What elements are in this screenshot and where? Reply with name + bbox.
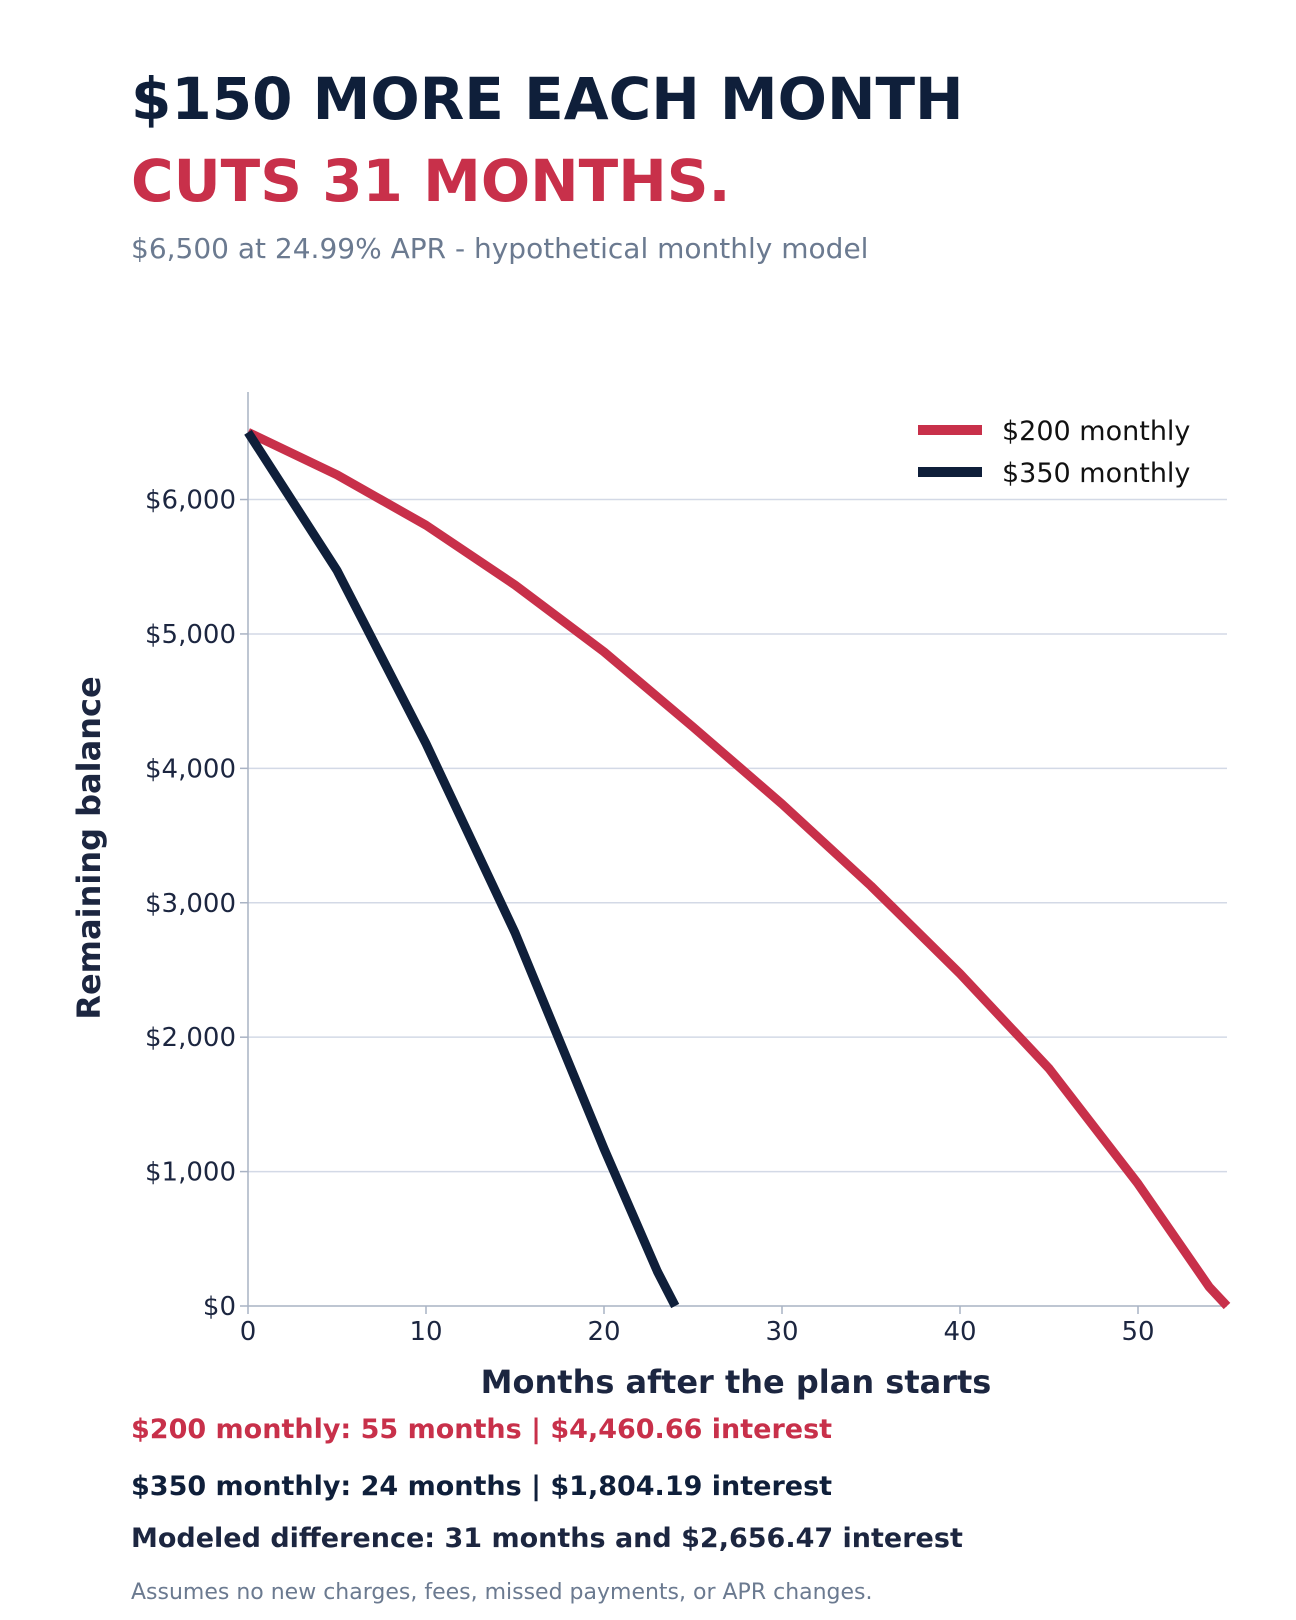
grid-lines bbox=[248, 498, 1227, 1173]
footnote: Assumes no new charges, fees, missed pay… bbox=[131, 1580, 873, 1605]
y-axis-label: Remaining balance bbox=[70, 676, 108, 1019]
summary-350-monthly: $350 monthly: 24 months | $1,804.19 inte… bbox=[131, 1471, 833, 1502]
axis-ticks: $0 $1,000 $2,000 $3,000 $4,000 $5,000 $6,000 0 1… bbox=[145, 486, 1155, 1347]
balance-chart: $0 $1,000 $2,000 $3,000 $4,000 $5,000 $6,000 0 1… bbox=[70, 392, 1231, 1400]
headline-line-2: CUTS 31 MONTHS. bbox=[131, 147, 731, 215]
series-lines bbox=[244, 428, 1231, 1310]
series-line-350-monthly bbox=[244, 429, 680, 1309]
x-tick-label: 10 bbox=[409, 1317, 442, 1347]
x-tick-label: 30 bbox=[765, 1317, 798, 1347]
legend-label-350-monthly: $350 monthly bbox=[1002, 458, 1190, 489]
y-tick-label: $0 bbox=[203, 1292, 236, 1322]
summary-difference: Modeled difference: 31 months and $2,656… bbox=[131, 1523, 963, 1554]
headline-line-1: $150 MORE EACH MONTH bbox=[131, 65, 964, 133]
summary-200-monthly: $200 monthly: 55 months | $4,460.66 inte… bbox=[131, 1414, 833, 1445]
series-line-200-monthly bbox=[246, 428, 1231, 1310]
x-tick-label: 50 bbox=[1121, 1317, 1154, 1347]
x-tick-label: 0 bbox=[240, 1317, 257, 1347]
x-tick-label: 20 bbox=[587, 1317, 620, 1347]
x-tick-label: 40 bbox=[943, 1317, 976, 1347]
y-tick-label: $3,000 bbox=[145, 889, 236, 919]
y-tick-label: $1,000 bbox=[145, 1158, 236, 1188]
x-axis-label: Months after the plan starts bbox=[481, 1363, 992, 1400]
y-tick-label: $6,000 bbox=[145, 486, 236, 516]
y-tick-label: $4,000 bbox=[145, 754, 236, 784]
y-tick-label: $2,000 bbox=[145, 1023, 236, 1053]
legend: $200 monthly $350 monthly bbox=[918, 416, 1190, 489]
legend-label-200-monthly: $200 monthly bbox=[1002, 416, 1190, 447]
y-tick-label: $5,000 bbox=[145, 620, 236, 650]
subtitle: $6,500 at 24.99% APR - hypothetical mont… bbox=[131, 232, 869, 265]
